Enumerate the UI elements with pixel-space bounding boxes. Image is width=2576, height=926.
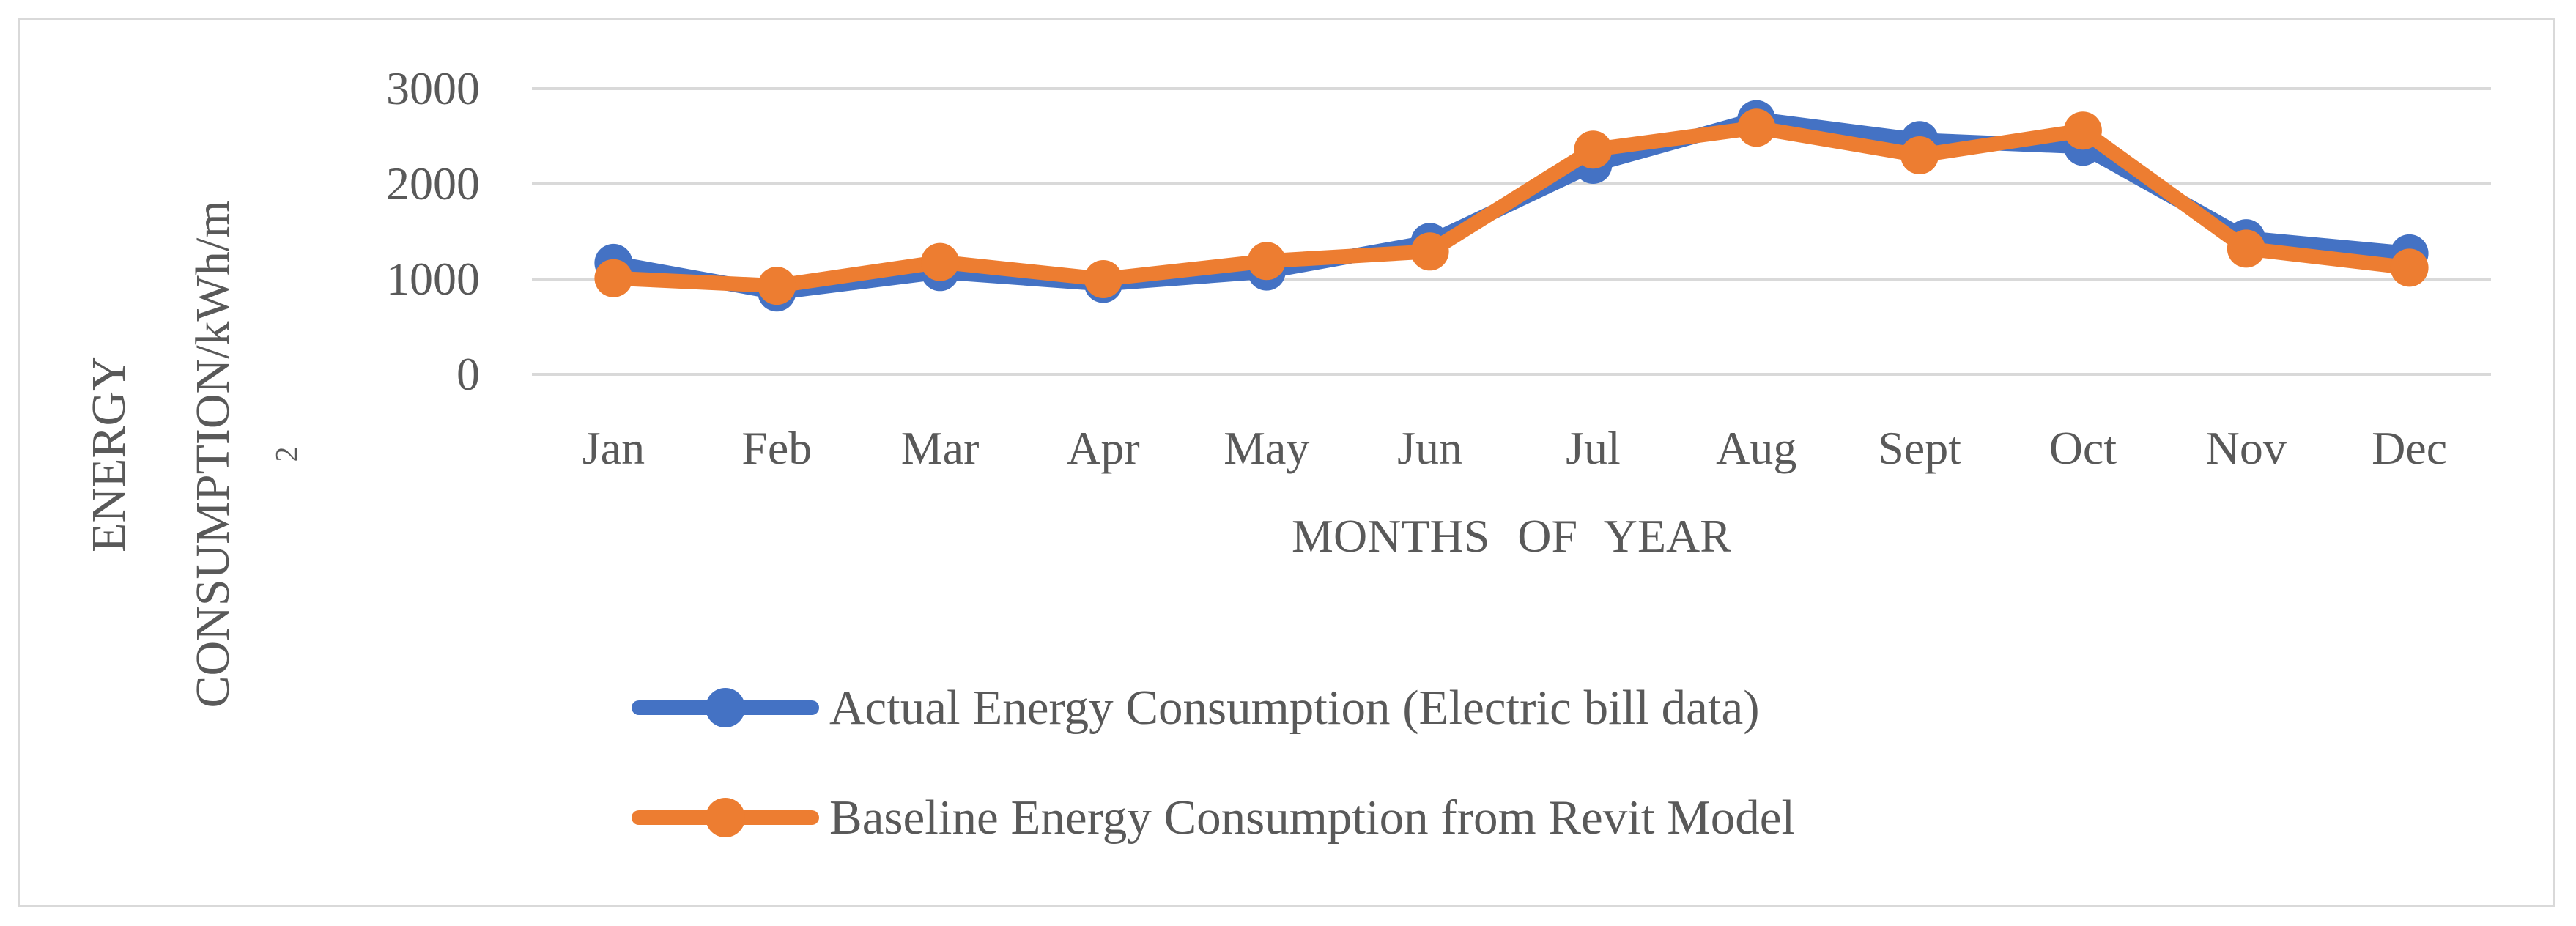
x-axis-title: MONTHS OF YEAR <box>1292 510 1731 562</box>
data-point-1-feb <box>758 267 796 305</box>
x-tick-label-mar: Mar <box>900 422 980 474</box>
data-point-1-jun <box>1410 232 1449 271</box>
x-tick-label-nov: Nov <box>2205 422 2287 474</box>
gridline-y-2000 <box>532 182 2491 185</box>
gridline-y-0 <box>532 373 2491 376</box>
x-tick-label-aug: Aug <box>1716 422 1797 474</box>
data-point-1-nov <box>2227 229 2265 268</box>
x-tick-label-jul: Jul <box>1566 422 1621 474</box>
data-point-1-dec <box>2390 248 2429 287</box>
data-point-1-may <box>1247 242 1286 281</box>
legend-item-0: Actual Energy Consumption (Electric bill… <box>630 682 1760 733</box>
gridline-y-3000 <box>532 87 2491 90</box>
data-point-1-apr <box>1084 260 1122 298</box>
legend-label-1: Baseline Energy Consumption from Revit M… <box>829 790 1796 845</box>
plot-area <box>594 100 2429 312</box>
y-axis-title-line: ENERGY <box>82 356 136 552</box>
legend-item-1: Baseline Energy Consumption from Revit M… <box>630 792 1795 843</box>
y-tick-label-2000: 2000 <box>386 158 480 210</box>
data-point-1-oct <box>2063 111 2102 150</box>
y-tick-label-0: 0 <box>456 348 480 400</box>
legend-label-0: Actual Energy Consumption (Electric bill… <box>829 681 1760 735</box>
data-point-1-aug <box>1737 108 1776 147</box>
x-tick-label-sept: Sept <box>1878 422 1961 474</box>
x-tick-label-apr: Apr <box>1067 422 1140 474</box>
x-tick-label-jun: Jun <box>1397 422 1463 474</box>
y-tick-label-1000: 1000 <box>386 253 480 305</box>
y-axis-title: ENERGY CONSUMPTION/kWh/m 2 <box>18 125 348 784</box>
data-point-1-jul <box>1574 130 1613 169</box>
legend-line-marker-icon <box>632 688 819 727</box>
legend-line-marker-icon <box>632 798 819 837</box>
x-tick-label-oct: Oct <box>2048 422 2117 474</box>
x-tick-label-may: May <box>1224 422 1310 474</box>
data-point-1-jan <box>594 259 633 297</box>
x-tick-label-feb: Feb <box>741 422 813 474</box>
data-point-1-mar <box>921 242 960 281</box>
series-line-1 <box>606 120 2417 294</box>
y-axis-title-superscript: 2 <box>270 446 304 462</box>
x-tick-label-jan: Jan <box>582 422 645 474</box>
gridline-y-1000 <box>532 278 2491 281</box>
figure-border <box>18 18 2555 907</box>
y-axis-title-line: CONSUMPTION/kWh/m <box>186 200 240 708</box>
data-point-1-sept <box>1900 136 1939 174</box>
x-tick-label-dec: Dec <box>2372 422 2448 474</box>
y-tick-label-3000: 3000 <box>386 62 480 114</box>
